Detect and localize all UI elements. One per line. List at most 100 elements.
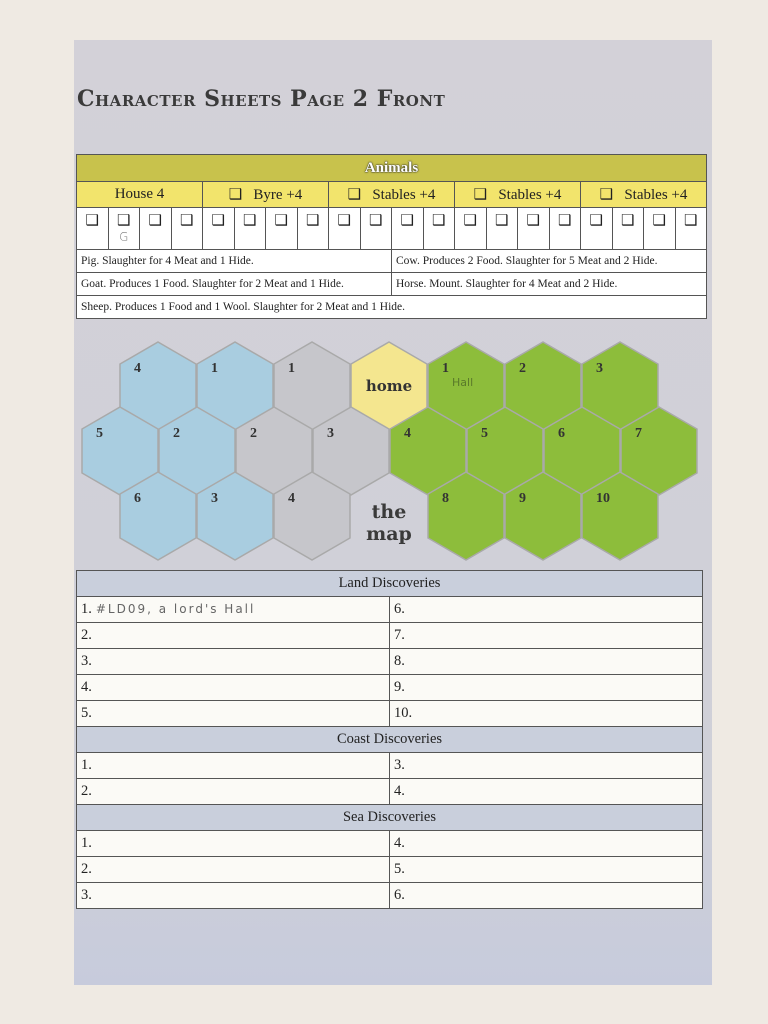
discovery-entry[interactable]: 3.: [389, 752, 703, 779]
building-label: Stables +4: [372, 187, 436, 203]
discovery-entry[interactable]: 10.: [389, 700, 703, 727]
checkbox-icon[interactable]: ❑: [243, 213, 257, 229]
hex-number: 9: [519, 491, 526, 506]
discovery-entry[interactable]: 1.: [76, 830, 390, 857]
discovery-entry[interactable]: 5.: [389, 856, 703, 883]
checkbox-icon[interactable]: ❑: [180, 213, 194, 229]
building-label: Byre +4: [253, 187, 303, 203]
discovery-entry[interactable]: 3.: [76, 882, 390, 909]
checkbox-icon[interactable]: ❑: [85, 213, 99, 229]
checkbox-icon[interactable]: ❑: [274, 213, 288, 229]
discovery-row: 1. 4.: [76, 830, 703, 857]
entry-number: 1.: [81, 757, 92, 773]
entry-number: 1.: [81, 835, 92, 851]
hex-number: 8: [442, 491, 449, 506]
checkbox-icon[interactable]: ❑: [148, 213, 162, 229]
discovery-entry[interactable]: 2.: [76, 856, 390, 883]
entry-number: 4.: [394, 835, 405, 851]
discovery-entry[interactable]: 5.: [76, 700, 390, 727]
discovery-entry[interactable]: 6.: [389, 596, 703, 623]
checkbox-icon[interactable]: ❑: [228, 187, 243, 203]
entry-number: 6.: [394, 887, 405, 903]
entry-number: 8.: [394, 653, 405, 669]
building-1[interactable]: ❑ Byre +4: [202, 181, 329, 208]
handwritten-note: Hall: [452, 376, 473, 389]
animal-slot[interactable]: ❑: [674, 207, 707, 250]
animals-table: Animals House 4 ❑ Byre +4 ❑ Stables +4 ❑ St…: [76, 154, 707, 319]
checkbox-icon[interactable]: ❑: [432, 213, 446, 229]
building-label: Stables +4: [624, 187, 688, 203]
animal-slot[interactable]: ❑: [548, 207, 581, 250]
discovery-entry[interactable]: 6.: [389, 882, 703, 909]
building-4[interactable]: ❑ Stables +4: [580, 181, 707, 208]
building-label: Stables +4: [498, 187, 562, 203]
animal-slot[interactable]: ❑: [611, 207, 644, 250]
discovery-entry[interactable]: 4.: [389, 778, 703, 805]
discovery-entry[interactable]: 9.: [389, 674, 703, 701]
hex-sea: [119, 471, 197, 561]
discovery-row: 4. 9.: [76, 674, 703, 701]
entry-number: 3.: [81, 887, 92, 903]
discovery-entry[interactable]: 7.: [389, 622, 703, 649]
animal-slot[interactable]: ❑: [422, 207, 455, 250]
discovery-entry[interactable]: 3.: [76, 648, 390, 675]
checkbox-icon[interactable]: ❑: [306, 213, 320, 229]
entry-number: 7.: [394, 627, 405, 643]
entry-number: 10.: [394, 705, 413, 721]
discovery-row: 1. #LD09, a lord's Hall 6.: [76, 596, 703, 623]
discovery-entry[interactable]: 4.: [76, 674, 390, 701]
buildings-row: House 4 ❑ Byre +4 ❑ Stables +4 ❑ Stables +4…: [76, 181, 707, 208]
animal-slot[interactable]: ❑: [139, 207, 172, 250]
discovery-entry[interactable]: 8.: [389, 648, 703, 675]
checkbox-icon[interactable]: ❑: [621, 213, 635, 229]
checkbox-icon[interactable]: ❑: [473, 187, 488, 203]
building-2[interactable]: ❑ Stables +4: [328, 181, 455, 208]
discovery-entry[interactable]: 1.: [76, 752, 390, 779]
discovery-entry[interactable]: 4.: [389, 830, 703, 857]
animal-slot[interactable]: ❑: [359, 207, 392, 250]
checkbox-icon[interactable]: ❑: [495, 213, 509, 229]
discovery-row: 3. 6.: [76, 882, 703, 909]
checkbox-icon[interactable]: ❑: [337, 213, 351, 229]
hex-number: 3: [327, 426, 334, 441]
checkbox-icon[interactable]: ❑: [211, 213, 225, 229]
hex-number: 2: [519, 361, 526, 376]
checkbox-icon[interactable]: ❑: [684, 213, 698, 229]
checkbox-icon[interactable]: ❑: [117, 213, 131, 229]
animal-slot[interactable]: ❑: [328, 207, 361, 250]
hex-coast: [273, 471, 351, 561]
checkbox-icon[interactable]: ❑: [347, 187, 362, 203]
checkbox-icon[interactable]: ❑: [558, 213, 572, 229]
checkbox-icon[interactable]: ❑: [599, 187, 614, 203]
discovery-row: 5. 10.: [76, 700, 703, 727]
hex-number: 6: [134, 491, 141, 506]
building-3[interactable]: ❑ Stables +4: [454, 181, 581, 208]
discovery-entry[interactable]: 1. #LD09, a lord's Hall: [76, 596, 390, 623]
discoveries-table: Land Discoveries 1. #LD09, a lord's Hall 6.…: [76, 570, 703, 909]
page-title: Character Sheets Page 2 Front: [77, 86, 446, 112]
hex-number: 6: [558, 426, 565, 441]
hex-number: 5: [96, 426, 103, 441]
discovery-row: 2. 7.: [76, 622, 703, 649]
entry-number: 5.: [81, 705, 92, 721]
hex-number: 4: [404, 426, 411, 441]
checkbox-icon[interactable]: ❑: [589, 213, 603, 229]
checkbox-icon[interactable]: ❑: [526, 213, 540, 229]
discovery-entry[interactable]: 2.: [76, 778, 390, 805]
hex-land: [427, 471, 505, 561]
checkbox-icon[interactable]: ❑: [652, 213, 666, 229]
section-header: Land Discoveries: [76, 570, 703, 597]
checkbox-icon[interactable]: ❑: [369, 213, 383, 229]
map-label: the map: [366, 501, 412, 545]
hex-land: [581, 471, 659, 561]
discovery-entry[interactable]: 2.: [76, 622, 390, 649]
horse-description: Horse. Mount. Slaughter for 4 Meat and 2…: [391, 272, 707, 296]
animal-slot[interactable]: ❑ G: [107, 207, 140, 250]
animal-slot[interactable]: ❑: [391, 207, 424, 250]
animal-slot[interactable]: ❑: [643, 207, 676, 250]
checkbox-icon[interactable]: ❑: [400, 213, 414, 229]
checkbox-icon[interactable]: ❑: [463, 213, 477, 229]
hex-number: 1: [211, 361, 218, 376]
animal-slot[interactable]: ❑: [580, 207, 613, 250]
entry-number: 3.: [394, 757, 405, 773]
